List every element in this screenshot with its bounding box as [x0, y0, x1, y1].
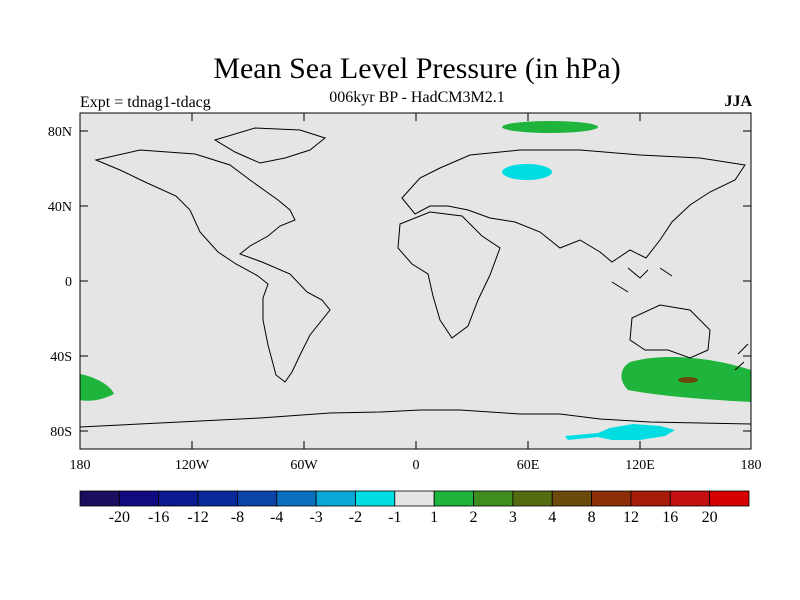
siberia-negative-region [502, 164, 552, 180]
colorbar-swatch [669, 490, 711, 507]
map-title: Mean Sea Level Pressure (in hPa) [213, 52, 621, 85]
colorbar-label: 16 [662, 509, 678, 526]
colorbar-label: 3 [509, 509, 517, 526]
colorbar-swatch [551, 490, 592, 507]
colorbar-swatch [591, 490, 632, 507]
lat-tick-label: 80S [50, 425, 72, 440]
longitude-axis: 180 120W 60W 0 60E 120E 180 [70, 113, 762, 473]
colorbar-label: -8 [231, 509, 244, 526]
colorbar-label: 2 [470, 509, 478, 526]
coastlines [80, 127, 751, 428]
maritime-continent-coastline [611, 267, 673, 293]
colorbar-label: 20 [702, 509, 718, 526]
colorbar-label: 4 [548, 509, 556, 526]
colorbar-swatch [709, 490, 750, 507]
lat-tick-label: 40S [50, 350, 72, 365]
season-label: JJA [724, 93, 752, 110]
lon-tick-label: 60E [517, 458, 540, 473]
lon-tick-label: 60W [290, 458, 318, 473]
colorbar-label: -20 [109, 509, 130, 526]
map-subtitle: 006kyr BP - HadCM3M2.1 [329, 89, 505, 106]
colorbar-label: 1 [430, 509, 438, 526]
colorbar-swatch [315, 490, 356, 507]
colorbar-swatch [433, 490, 474, 507]
eurasia-coastline [401, 149, 746, 263]
colorbar-swatch [237, 490, 278, 507]
lat-tick-label: 40N [48, 200, 72, 215]
lat-tick-label: 0 [65, 275, 72, 290]
colorbar: -20 -16 -12 -8 -4 -3 -2 -1 1 2 3 4 8 12 16 20 [79, 490, 750, 526]
lon-tick-label: 180 [70, 458, 91, 473]
americas-coastline [94, 149, 331, 383]
new-zealand-coastline [734, 343, 749, 371]
lon-tick-label: 120W [175, 458, 210, 473]
greenland-canada-coastline [213, 127, 327, 164]
arctic-positive-region [502, 121, 598, 133]
colorbar-swatch [394, 490, 435, 507]
colorbar-label: -1 [388, 509, 401, 526]
colorbar-label: -16 [148, 509, 169, 526]
colorbar-swatch [473, 490, 514, 507]
colorbar-swatch [79, 490, 120, 507]
lon-tick-label: 120E [625, 458, 655, 473]
south-pacific-positive-region [80, 374, 114, 401]
colorbar-label: -12 [187, 509, 208, 526]
australia-coastline [629, 304, 711, 359]
colorbar-swatch [355, 490, 396, 507]
lon-tick-label: 0 [413, 458, 420, 473]
latitude-axis: 80N 40N 0 40S 80S [48, 125, 751, 440]
colorbar-label: -3 [309, 509, 322, 526]
colorbar-label: 8 [588, 509, 596, 526]
southern-ocean-strong-positive [678, 377, 698, 383]
lat-tick-label: 80N [48, 125, 72, 140]
colorbar-swatch [158, 490, 199, 507]
map-background [80, 113, 751, 449]
colorbar-swatch [630, 490, 671, 507]
colorbar-swatch [197, 490, 238, 507]
colorbar-swatch [276, 490, 317, 507]
lon-tick-label: 180 [741, 458, 762, 473]
colorbar-label: -4 [270, 509, 283, 526]
anomaly-regions [80, 121, 751, 440]
colorbar-swatch [118, 490, 160, 507]
colorbar-label: -2 [349, 509, 362, 526]
africa-coastline [397, 211, 501, 339]
experiment-label: Expt = tdnag1-tdacg [80, 94, 211, 111]
colorbar-swatch [512, 490, 553, 507]
antarctic-negative-region [565, 424, 675, 440]
antarctica-coastline [80, 409, 751, 428]
colorbar-label: 12 [623, 509, 639, 526]
